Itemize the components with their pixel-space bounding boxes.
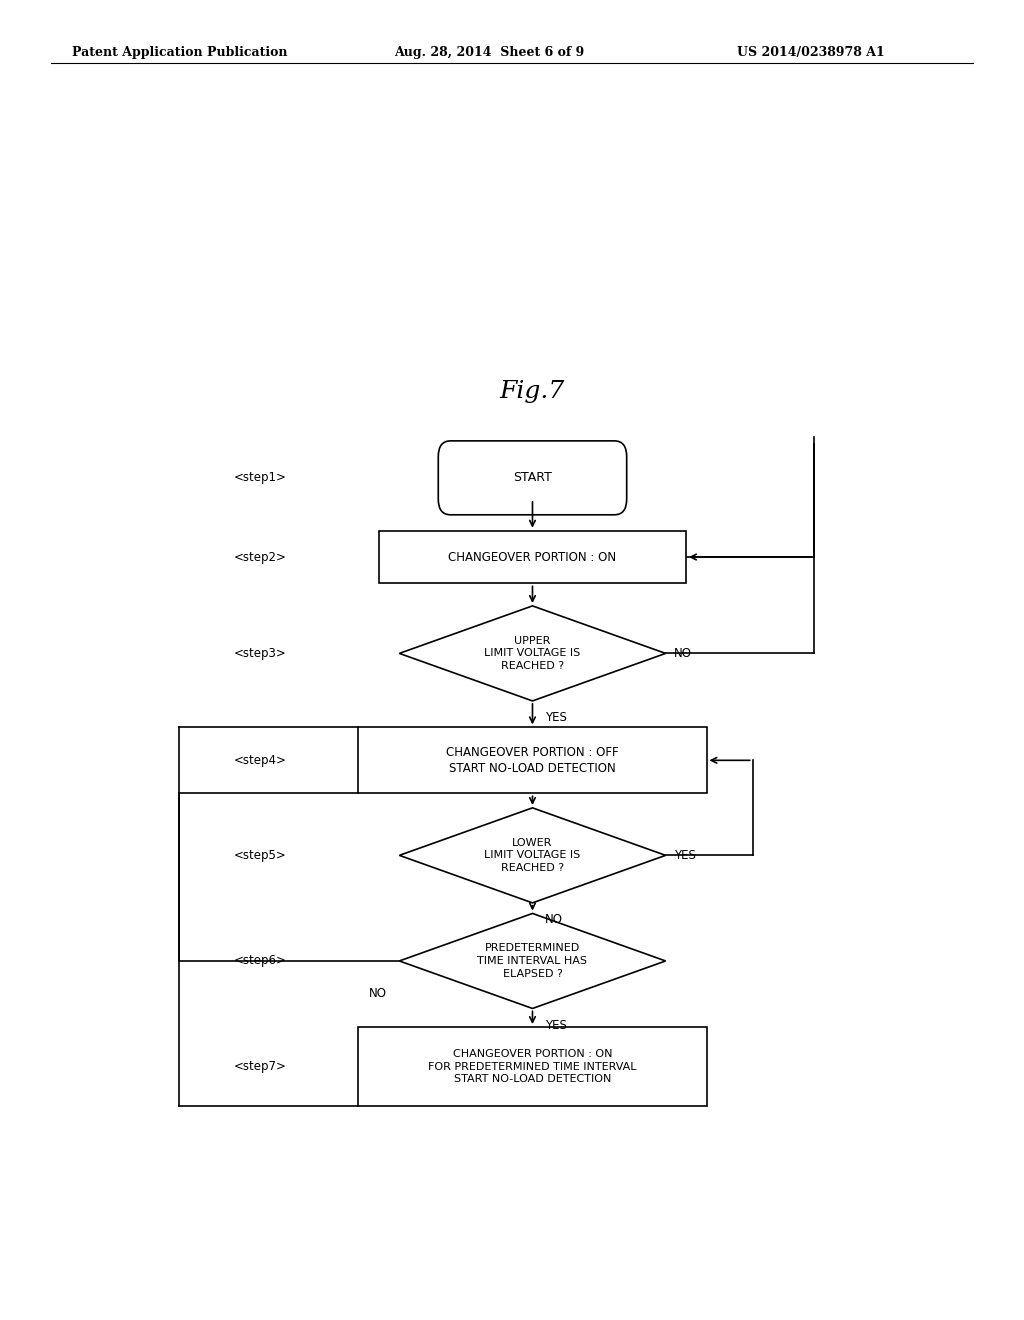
- Text: <step3>: <step3>: [233, 647, 287, 660]
- Text: <step7>: <step7>: [233, 1060, 287, 1073]
- Text: YES: YES: [545, 711, 566, 725]
- Text: <step6>: <step6>: [233, 954, 287, 968]
- FancyBboxPatch shape: [438, 441, 627, 515]
- Polygon shape: [399, 913, 666, 1008]
- Text: NO: NO: [369, 987, 387, 1001]
- Text: LOWER
LIMIT VOLTAGE IS
REACHED ?: LOWER LIMIT VOLTAGE IS REACHED ?: [484, 838, 581, 873]
- Text: US 2014/0238978 A1: US 2014/0238978 A1: [737, 46, 885, 59]
- Text: <step5>: <step5>: [233, 849, 287, 862]
- Text: UPPER
LIMIT VOLTAGE IS
REACHED ?: UPPER LIMIT VOLTAGE IS REACHED ?: [484, 636, 581, 671]
- Text: YES: YES: [674, 849, 695, 862]
- Text: NO: NO: [674, 647, 692, 660]
- Bar: [379, 531, 686, 583]
- Text: <step1>: <step1>: [233, 471, 287, 484]
- Text: START: START: [513, 471, 552, 484]
- Text: <step4>: <step4>: [233, 754, 287, 767]
- Text: <step2>: <step2>: [233, 550, 287, 564]
- Polygon shape: [399, 606, 666, 701]
- Text: Aug. 28, 2014  Sheet 6 of 9: Aug. 28, 2014 Sheet 6 of 9: [394, 46, 585, 59]
- Polygon shape: [399, 808, 666, 903]
- Text: CHANGEOVER PORTION : OFF
START NO-LOAD DETECTION: CHANGEOVER PORTION : OFF START NO-LOAD D…: [446, 746, 618, 775]
- Text: YES: YES: [545, 1019, 566, 1032]
- Text: Patent Application Publication: Patent Application Publication: [72, 46, 287, 59]
- Text: CHANGEOVER PORTION : ON: CHANGEOVER PORTION : ON: [449, 550, 616, 564]
- Text: PREDETERMINED
TIME INTERVAL HAS
ELAPSED ?: PREDETERMINED TIME INTERVAL HAS ELAPSED …: [477, 944, 588, 978]
- Text: NO: NO: [545, 913, 563, 927]
- Bar: [358, 727, 707, 793]
- Text: Fig.7: Fig.7: [500, 380, 565, 403]
- Bar: [358, 1027, 707, 1106]
- Text: CHANGEOVER PORTION : ON
FOR PREDETERMINED TIME INTERVAL
START NO-LOAD DETECTION: CHANGEOVER PORTION : ON FOR PREDETERMINE…: [428, 1049, 637, 1084]
